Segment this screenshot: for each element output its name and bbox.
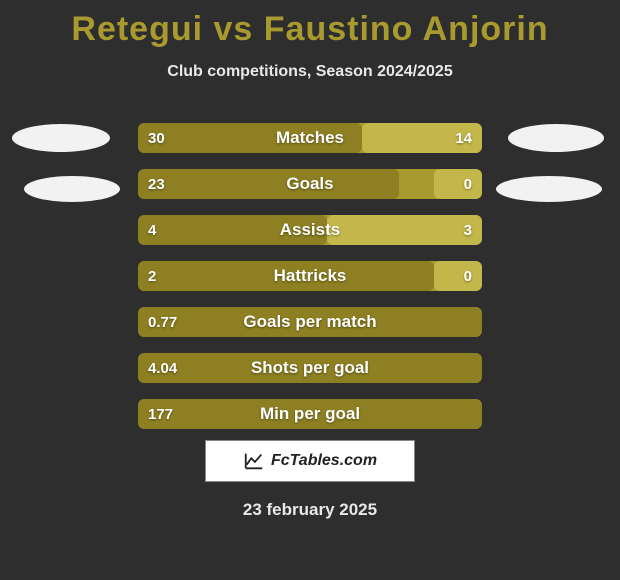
bar-row: 4.04Shots per goal: [138, 353, 482, 383]
bar-label: Goals: [138, 169, 482, 199]
bar-row: 3014Matches: [138, 123, 482, 153]
bar-row: 43Assists: [138, 215, 482, 245]
bar-label: Shots per goal: [138, 353, 482, 383]
ellipse-left_top: [12, 124, 110, 152]
chart-icon: [243, 450, 265, 472]
bar-row: 20Hattricks: [138, 261, 482, 291]
page-subtitle: Club competitions, Season 2024/2025: [0, 63, 620, 81]
bar-row: 0.77Goals per match: [138, 307, 482, 337]
bar-label: Min per goal: [138, 399, 482, 429]
comparison-bars: 3014Matches 230Goals 43Assists 20Hattricks 0…: [138, 123, 482, 445]
ellipse-left_bot: [24, 176, 120, 202]
ellipse-right_bot: [496, 176, 602, 202]
bar-label: Hattricks: [138, 261, 482, 291]
ellipse-right_top: [508, 124, 604, 152]
bar-row: 230Goals: [138, 169, 482, 199]
bar-label: Assists: [138, 215, 482, 245]
bar-label: Matches: [138, 123, 482, 153]
credit-badge: FcTables.com: [205, 440, 415, 482]
bar-label: Goals per match: [138, 307, 482, 337]
page-title: Retegui vs Faustino Anjorin: [0, 0, 620, 49]
date-text: 23 february 2025: [0, 500, 620, 520]
bar-row: 177Min per goal: [138, 399, 482, 429]
credit-text: FcTables.com: [271, 452, 377, 470]
